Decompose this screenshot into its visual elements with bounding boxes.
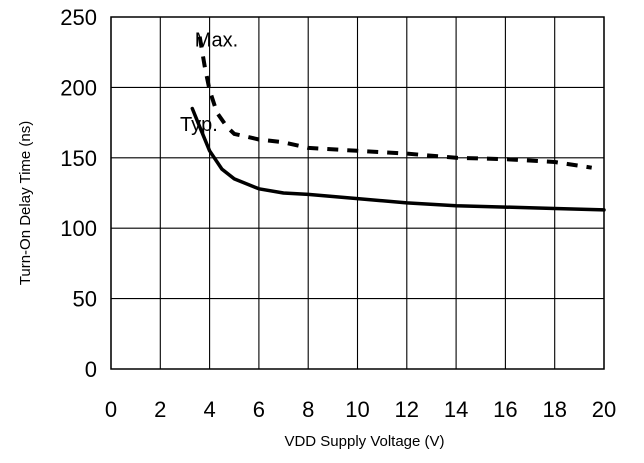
x-tick-label: 10 (345, 397, 369, 422)
annotation-max: Max. (195, 30, 238, 52)
x-tick-label: 0 (105, 397, 117, 422)
series-layer (190, 36, 606, 212)
y-tick-label: 50 (73, 287, 97, 312)
x-tick-label: 2 (154, 397, 166, 422)
series-typ-line (190, 106, 606, 212)
y-tick-label: 200 (60, 75, 97, 100)
x-tick-label: 16 (493, 397, 517, 422)
annotations: Max. Typ. (180, 30, 238, 136)
plot-frame (110, 16, 605, 370)
y-tick-label: 0 (85, 357, 97, 382)
x-tick-label: 4 (203, 397, 215, 422)
x-tick-label: 6 (253, 397, 265, 422)
x-tick-label: 20 (592, 397, 616, 422)
y-tick-label: 100 (60, 216, 97, 241)
y-tick-label: 250 (60, 5, 97, 30)
x-tick-label: 8 (302, 397, 314, 422)
x-axis-title: VDD Supply Voltage (V) (284, 433, 444, 450)
series-max-line (197, 36, 593, 170)
y-axis-title: Turn-On Delay Time (ns) (17, 121, 34, 285)
annotation-typ: Typ. (180, 114, 218, 136)
x-tick-label: 12 (395, 397, 419, 422)
x-tick-label: 18 (542, 397, 566, 422)
y-tick-label: 150 (60, 146, 97, 171)
x-tick-label: 14 (444, 397, 468, 422)
